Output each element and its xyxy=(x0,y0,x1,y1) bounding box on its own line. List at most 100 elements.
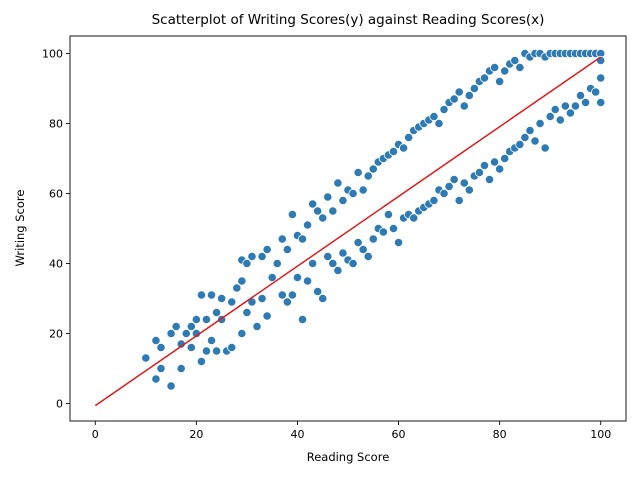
data-point xyxy=(591,87,601,97)
data-point xyxy=(530,136,540,146)
data-point xyxy=(201,314,212,325)
data-point xyxy=(313,286,323,297)
data-point xyxy=(323,192,333,202)
data-point xyxy=(398,143,409,153)
data-point xyxy=(181,328,191,339)
data-point xyxy=(287,209,297,220)
data-point xyxy=(540,143,550,153)
data-point xyxy=(282,297,292,307)
data-point xyxy=(328,206,338,216)
data-point xyxy=(171,321,181,332)
data-point xyxy=(277,234,287,244)
y-tick-label: 20 xyxy=(49,328,63,341)
data-point xyxy=(237,328,247,339)
data-point xyxy=(515,139,525,150)
data-point xyxy=(338,195,348,206)
data-point xyxy=(404,132,414,143)
data-point xyxy=(444,181,454,192)
data-point xyxy=(520,132,530,143)
data-point xyxy=(141,353,151,363)
x-tick-label: 80 xyxy=(493,428,507,441)
data-point xyxy=(469,83,479,94)
data-point xyxy=(201,346,212,356)
x-tick-label: 40 xyxy=(290,428,304,441)
chart-title: Scatterplot of Writing Scores(y) against… xyxy=(152,12,545,28)
data-point xyxy=(196,290,207,300)
y-tick-label: 40 xyxy=(49,258,63,271)
data-point xyxy=(479,73,490,83)
data-point xyxy=(333,265,343,276)
data-point xyxy=(545,111,555,122)
y-tick-label: 80 xyxy=(49,118,63,131)
data-point xyxy=(358,244,368,255)
x-tick-label: 20 xyxy=(189,428,203,441)
regression-line xyxy=(94,56,602,407)
data-point xyxy=(308,199,318,209)
data-point xyxy=(439,104,449,115)
data-point xyxy=(580,97,591,108)
data-point xyxy=(232,283,242,293)
data-point xyxy=(464,185,474,195)
data-point xyxy=(378,227,388,237)
data-point xyxy=(570,101,581,111)
data-point xyxy=(495,76,505,87)
data-point xyxy=(459,101,469,111)
data-point xyxy=(474,167,485,178)
data-point xyxy=(393,237,404,248)
data-point xyxy=(454,195,464,206)
data-point xyxy=(292,272,303,283)
x-tick-label: 100 xyxy=(590,428,611,441)
data-point xyxy=(277,290,287,300)
data-point xyxy=(217,293,227,304)
data-point xyxy=(257,251,267,262)
data-point xyxy=(338,248,348,258)
plot-area xyxy=(94,48,606,407)
data-point xyxy=(449,174,459,185)
data-point xyxy=(353,237,363,248)
data-point xyxy=(191,314,201,325)
data-point xyxy=(308,258,318,269)
data-point xyxy=(459,178,469,188)
x-axis-label: Reading Score xyxy=(307,450,390,464)
data-point xyxy=(358,185,368,195)
data-point xyxy=(262,244,272,255)
data-point xyxy=(206,335,217,346)
data-point xyxy=(302,276,313,286)
data-point xyxy=(242,258,252,269)
data-point xyxy=(313,206,323,216)
data-point xyxy=(596,97,606,108)
data-point xyxy=(257,293,267,304)
data-point xyxy=(565,108,576,118)
x-axis-ticks: 0 20 40 60 80 100 xyxy=(92,421,611,441)
data-point xyxy=(368,164,378,174)
data-point xyxy=(211,307,222,318)
data-point xyxy=(500,66,510,76)
data-point xyxy=(151,335,161,346)
data-point xyxy=(348,188,358,199)
data-point xyxy=(302,220,313,230)
scatter-points xyxy=(141,48,606,391)
data-point xyxy=(484,174,495,185)
data-point xyxy=(353,167,363,178)
data-point xyxy=(500,153,510,164)
data-point xyxy=(429,111,439,122)
data-point xyxy=(237,276,247,286)
data-point xyxy=(449,94,459,104)
data-point xyxy=(333,178,343,188)
data-point xyxy=(227,342,237,353)
x-tick-label: 60 xyxy=(392,428,406,441)
data-point xyxy=(196,356,207,367)
data-point xyxy=(252,321,262,332)
data-point xyxy=(151,374,161,384)
data-point xyxy=(297,234,308,244)
plot-frame xyxy=(69,35,627,422)
data-point xyxy=(489,62,500,73)
data-point xyxy=(227,297,237,307)
y-tick-label: 100 xyxy=(42,48,63,61)
data-point xyxy=(515,62,525,73)
data-point xyxy=(272,258,282,269)
data-point xyxy=(429,195,439,206)
y-axis-ticks: 0 20 40 60 80 100 xyxy=(42,48,70,411)
data-point xyxy=(550,104,560,115)
